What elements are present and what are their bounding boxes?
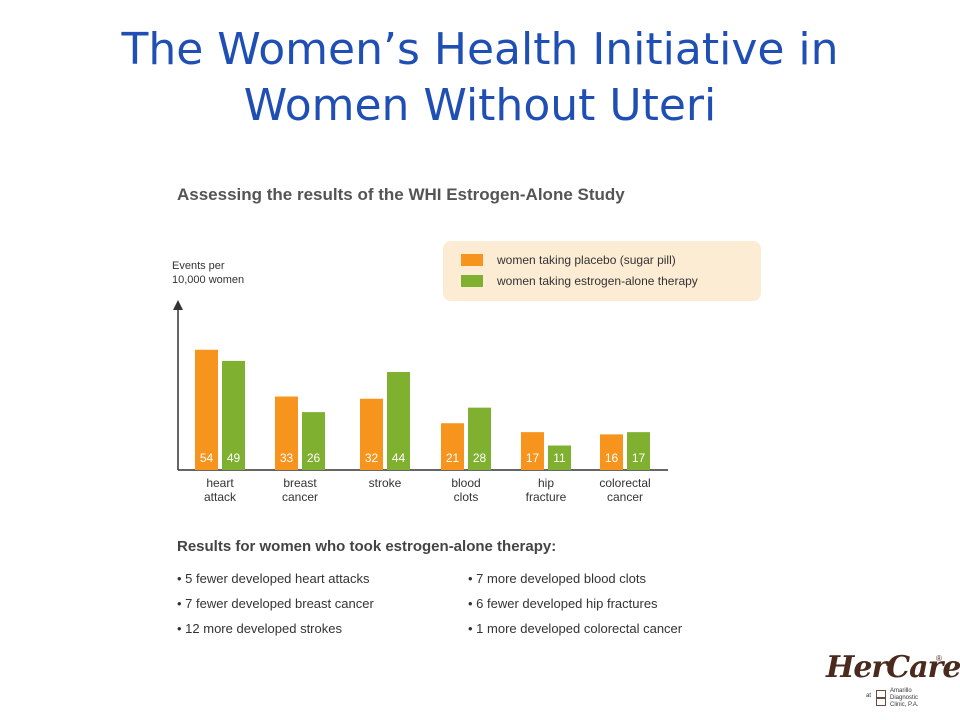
category-label: fracture <box>526 490 567 504</box>
category-label: cancer <box>282 490 318 504</box>
bar-estrogen <box>627 432 650 470</box>
bar-value-label: 54 <box>200 451 214 465</box>
result-item: • 12 more developed strokes <box>177 621 342 636</box>
result-item: • 6 fewer developed hip fractures <box>468 596 658 611</box>
result-item: • 1 more developed colorectal cancer <box>468 621 683 636</box>
bar-placebo <box>275 396 298 470</box>
slide-title: The Women’s Health Initiative in Women W… <box>0 22 960 134</box>
bar-estrogen <box>468 407 491 470</box>
bar-value-label: 28 <box>473 451 487 465</box>
logo-clinic-line-1: Amarillo <box>890 688 912 694</box>
bar-placebo <box>441 423 464 470</box>
legend-label-estrogen: women taking estrogen-alone therapy <box>497 274 698 288</box>
legend-swatch-estrogen <box>461 275 483 287</box>
results-list-right: • 7 more developed blood clots • 6 fewer… <box>468 570 682 645</box>
y-axis-label-line-2: 10,000 women <box>172 274 245 286</box>
category-label: breast <box>283 476 317 490</box>
bar-value-label: 44 <box>392 451 406 465</box>
result-item: • 7 fewer developed breast cancer <box>177 596 374 611</box>
y-axis-arrow-icon <box>173 300 183 310</box>
chart-legend: women taking placebo (sugar pill) women … <box>443 241 761 301</box>
bar-placebo <box>521 432 544 470</box>
bar-value-label: 11 <box>553 451 566 465</box>
slide-title-line-2: Women Without Uteri <box>243 80 717 131</box>
logo-wordmark: HerCare <box>826 650 960 685</box>
legend-swatch-placebo <box>461 254 483 266</box>
legend-item-placebo: women taking placebo (sugar pill) <box>461 253 676 267</box>
bar-value-label: 17 <box>526 451 540 465</box>
category-label: heart <box>206 476 234 490</box>
category-label: attack <box>204 490 237 504</box>
bar-value-label: 21 <box>446 451 460 465</box>
category-label: blood <box>451 476 480 490</box>
category-label: clots <box>454 490 479 504</box>
bar-placebo <box>600 434 623 470</box>
bar-estrogen <box>387 372 410 470</box>
logo-mark-icon <box>876 690 886 698</box>
hercare-logo: HerCare ® at Amarillo Diagnostic Clinic,… <box>826 650 960 709</box>
figure: Assessing the results of the WHI Estroge… <box>160 170 780 650</box>
category-label: cancer <box>607 490 643 504</box>
bar-value-label: 17 <box>632 451 646 465</box>
bar-estrogen <box>302 412 325 470</box>
logo-registered-mark: ® <box>936 654 942 663</box>
y-axis-label-line-1: Events per <box>172 260 225 272</box>
bar-placebo <box>195 349 218 470</box>
bar-value-label: 32 <box>365 451 379 465</box>
logo-clinic-line-2: Diagnostic <box>890 695 919 701</box>
bar-value-label: 26 <box>307 451 321 465</box>
bar-estrogen <box>548 445 571 470</box>
y-axis-label: Events per 10,000 women <box>172 259 244 287</box>
results-heading: Results for women who took estrogen-alon… <box>177 538 557 555</box>
bar-value-label: 16 <box>605 451 619 465</box>
logo-clinic-line-3: Clinic, P.A. <box>890 702 919 708</box>
result-item: • 7 more developed blood clots <box>468 571 646 586</box>
results-list-left: • 5 fewer developed heart attacks • 7 fe… <box>177 570 374 645</box>
logo-at-text: at <box>866 693 872 699</box>
category-label: colorectal <box>599 476 650 490</box>
legend-item-estrogen: women taking estrogen-alone therapy <box>461 274 698 288</box>
result-item: • 5 fewer developed heart attacks <box>177 571 370 586</box>
bar-value-label: 49 <box>227 451 241 465</box>
bar-estrogen <box>222 360 245 470</box>
bar-value-label: 33 <box>280 451 294 465</box>
logo-clinic-name: Amarillo Diagnostic Clinic, P.A. <box>890 688 919 709</box>
legend-label-placebo: women taking placebo (sugar pill) <box>497 253 676 267</box>
logo-mark-icon <box>876 698 886 706</box>
figure-heading: Assessing the results of the WHI Estroge… <box>177 185 625 204</box>
category-label: stroke <box>369 476 402 490</box>
slide-title-line-1: The Women’s Health Initiative in <box>121 24 839 75</box>
category-label: hip <box>538 476 554 490</box>
bar-placebo <box>360 398 383 470</box>
